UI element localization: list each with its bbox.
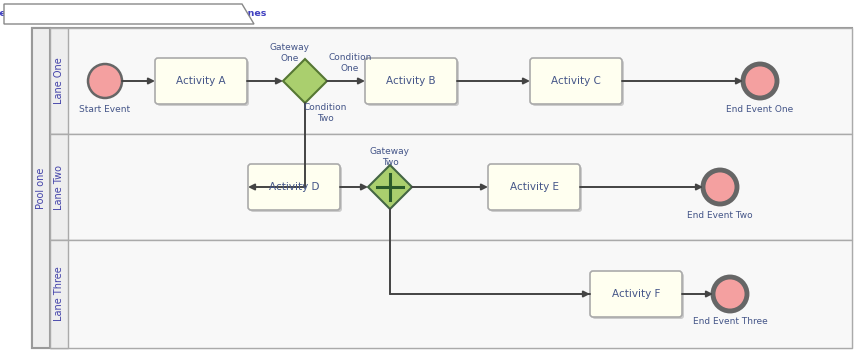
Text: End Event One: End Event One [727,104,793,113]
Text: Business Process Business Process Diagram with Lanes: Business Process Business Process Diagra… [0,9,266,18]
Circle shape [88,64,122,98]
FancyBboxPatch shape [490,166,582,212]
Text: Activity D: Activity D [268,182,320,192]
Text: Condition
Two: Condition Two [303,103,346,123]
FancyBboxPatch shape [367,60,459,106]
FancyBboxPatch shape [592,273,684,319]
Bar [50,28,68,134]
FancyBboxPatch shape [532,60,624,106]
FancyBboxPatch shape [248,164,340,210]
Text: Activity A: Activity A [176,76,226,86]
Text: Gateway
One: Gateway One [270,43,310,63]
FancyBboxPatch shape [157,60,249,106]
FancyBboxPatch shape [155,58,247,104]
Text: Activity E: Activity E [509,182,559,192]
Polygon shape [4,4,254,24]
FancyBboxPatch shape [365,58,457,104]
Bar [32,28,852,348]
Circle shape [703,170,737,204]
Text: Lane Two: Lane Two [54,165,64,209]
Bar [32,28,50,348]
Text: Activity B: Activity B [386,76,436,86]
Bar [50,240,68,348]
FancyBboxPatch shape [250,166,342,212]
Text: Condition
One: Condition One [328,53,372,73]
Text: End Event Two: End Event Two [688,210,753,219]
FancyBboxPatch shape [590,271,682,317]
Text: Start Event: Start Event [80,104,131,113]
FancyBboxPatch shape [488,164,580,210]
Bar [50,134,852,240]
Text: End Event Three: End Event Three [693,318,767,326]
Circle shape [713,277,747,311]
Text: Lane One: Lane One [54,58,64,104]
Circle shape [743,64,777,98]
FancyBboxPatch shape [530,58,622,104]
Text: Activity F: Activity F [611,289,660,299]
Polygon shape [368,165,412,209]
Text: Lane Three: Lane Three [54,267,64,321]
Text: Pool one: Pool one [36,167,46,209]
Bar [50,28,852,134]
Text: Gateway
Two: Gateway Two [370,147,410,167]
Bar [50,240,852,348]
Text: Activity C: Activity C [551,76,601,86]
Polygon shape [283,59,327,103]
Bar [50,134,68,240]
